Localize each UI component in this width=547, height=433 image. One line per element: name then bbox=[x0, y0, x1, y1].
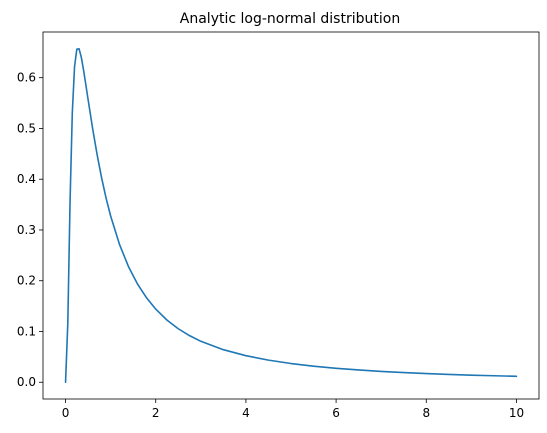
y-tick-label: 0.1 bbox=[17, 324, 36, 338]
chart-title: Analytic log-normal distribution bbox=[180, 11, 400, 27]
x-tick-label: 8 bbox=[422, 406, 430, 420]
y-tick-label: 0.5 bbox=[17, 121, 36, 135]
x-tick-label: 10 bbox=[509, 406, 524, 420]
x-tick-label: 6 bbox=[332, 406, 340, 420]
y-tick-label: 0.6 bbox=[17, 71, 36, 85]
y-tick-label: 0.0 bbox=[17, 375, 36, 389]
y-tick-label: 0.3 bbox=[17, 223, 36, 237]
x-tick-label: 2 bbox=[152, 406, 160, 420]
y-tick-label: 0.4 bbox=[17, 172, 36, 186]
x-tick-label: 0 bbox=[62, 406, 70, 420]
x-tick-label: 4 bbox=[242, 406, 250, 420]
y-tick-label: 0.2 bbox=[17, 274, 36, 288]
